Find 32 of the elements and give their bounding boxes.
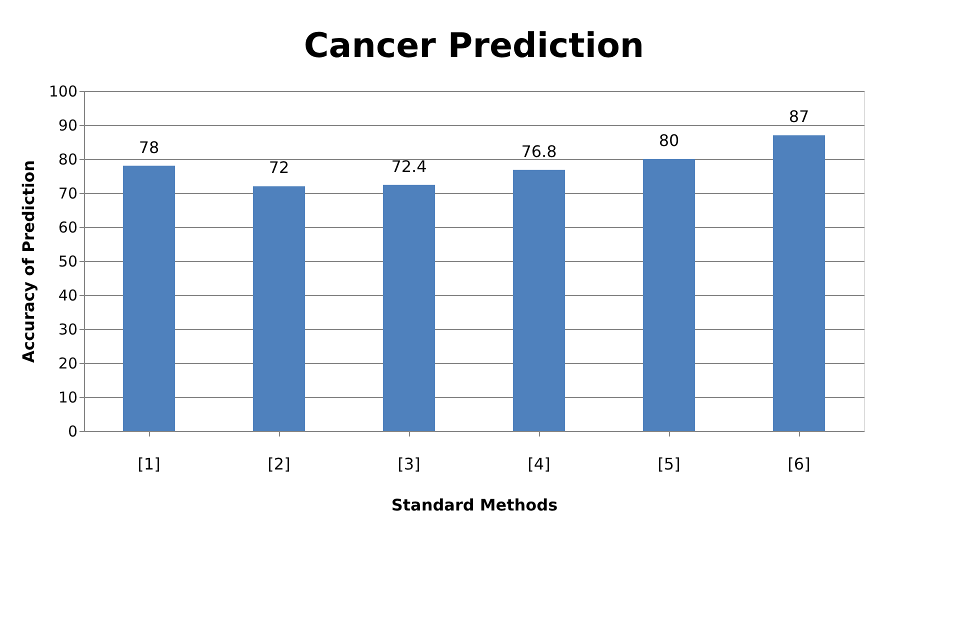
bar [253,186,305,431]
bar [773,135,825,431]
x-axis-title: Standard Methods [391,496,558,514]
data-label: 76.8 [521,142,557,161]
x-tick-label: [4] [528,454,550,474]
bar [643,159,695,431]
y-tick-label: 90 [58,116,78,134]
bar [383,184,435,431]
y-tick-label: 50 [58,252,78,270]
y-tick-label: 70 [58,184,78,202]
data-label: 78 [138,138,160,157]
y-axis-title: Accuracy of Prediction [18,160,38,363]
chart-title: Cancer Prediction [304,26,644,66]
x-tick-label: [3] [398,454,420,474]
y-tick-label: 0 [68,422,78,440]
data-label: 72 [268,158,290,178]
data-label: 72.4 [391,156,427,176]
y-tick-label: 30 [58,320,78,338]
x-tick-label: [6] [788,454,810,474]
x-tick-label: [2] [268,454,290,474]
y-tick-label: 100 [48,82,78,100]
data-label: 87 [788,107,810,126]
y-tick-label: 10 [58,388,78,406]
y-tick-label: 40 [58,286,78,304]
y-tick-label: 80 [58,150,78,168]
data-label: 80 [658,131,680,150]
bar [513,170,565,431]
x-tick-label: [1] [138,454,160,474]
y-tick-label: 20 [58,354,78,372]
x-tick-label: [5] [658,454,680,474]
y-tick-label: 60 [58,218,78,236]
bar [123,166,175,431]
